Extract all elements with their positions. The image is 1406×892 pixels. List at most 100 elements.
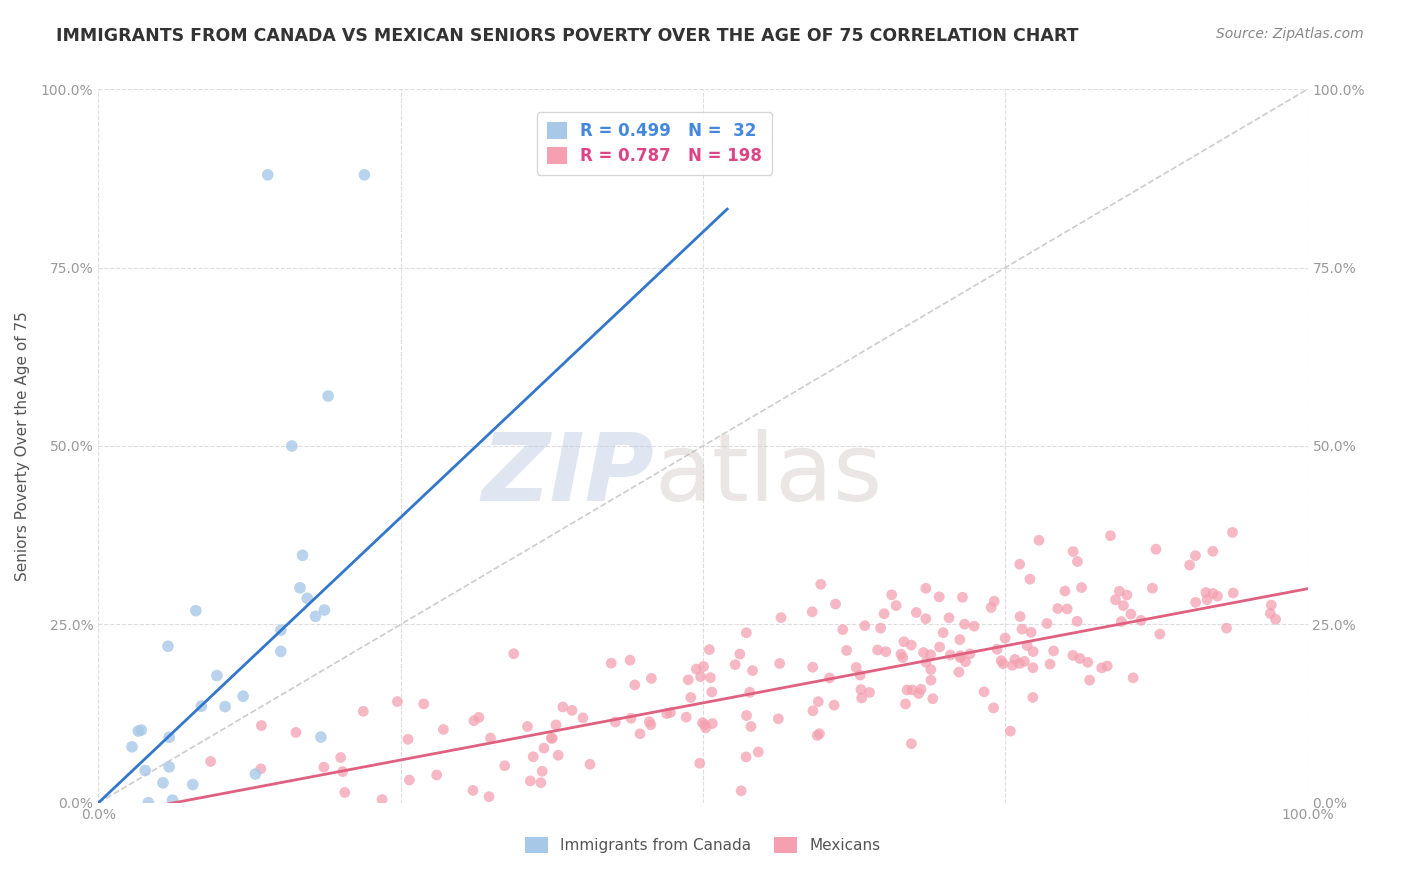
Point [807,695,830,709]
Point [845,660,868,674]
Point [831,623,853,637]
Point [1008,558,1031,572]
Point [1062,544,1084,558]
Point [693,717,716,731]
Point [735,750,758,764]
Point [531,764,554,779]
Point [702,716,724,731]
Point [1000,724,1022,739]
Point [516,719,538,733]
Point [232,690,254,704]
Point [849,682,872,697]
Point [638,714,661,729]
Point [162,793,184,807]
Point [768,712,790,726]
Point [640,718,662,732]
Point [1108,584,1130,599]
Point [901,682,924,697]
Point [810,577,832,591]
Point [679,690,702,705]
Point [1062,648,1084,663]
Point [769,610,792,624]
Point [953,617,976,632]
Point [724,657,747,672]
Point [623,678,645,692]
Point [551,700,574,714]
Point [329,750,352,764]
Point [312,760,335,774]
Point [851,690,873,705]
Point [900,638,922,652]
Point [250,762,273,776]
Point [884,599,907,613]
Point [1260,607,1282,621]
Text: Source: ZipAtlas.com: Source: ZipAtlas.com [1216,27,1364,41]
Point [1119,607,1142,621]
Point [1056,602,1078,616]
Point [1215,621,1237,635]
Text: ZIP: ZIP [482,428,655,521]
Point [200,755,222,769]
Point [692,659,714,673]
Point [980,600,1002,615]
Point [893,634,915,648]
Point [801,660,824,674]
Point [353,168,375,182]
Y-axis label: Seniors Poverty Over the Age of 75: Seniors Poverty Over the Age of 75 [15,311,30,581]
Point [463,714,485,728]
Point [1144,542,1167,557]
Point [920,663,942,677]
Point [494,758,516,772]
Point [910,682,932,697]
Point [1202,586,1225,600]
Point [655,706,678,721]
Point [1077,655,1099,669]
Point [297,591,319,606]
Point [986,642,1008,657]
Point [522,749,544,764]
Point [1039,657,1062,671]
Point [1046,601,1069,615]
Point [695,721,717,735]
Point [600,656,623,670]
Point [735,708,758,723]
Point [468,710,491,724]
Point [949,648,972,663]
Point [699,671,721,685]
Point [920,673,942,688]
Point [835,643,858,657]
Point [700,685,723,699]
Point [333,785,356,799]
Point [1091,661,1114,675]
Point [907,686,929,700]
Point [801,704,824,718]
Point [270,623,292,637]
Point [1019,572,1042,586]
Point [959,647,981,661]
Point [190,699,212,714]
Point [1112,599,1135,613]
Point [948,665,970,679]
Text: atlas: atlas [655,428,883,521]
Point [1197,592,1219,607]
Point [939,648,962,662]
Point [928,640,950,654]
Legend: Immigrants from Canada, Mexicans: Immigrants from Canada, Mexicans [519,831,887,859]
Point [1099,529,1122,543]
Point [928,590,950,604]
Point [157,731,180,745]
Point [991,657,1014,671]
Point [1097,659,1119,673]
Point [849,668,872,682]
Point [873,607,896,621]
Point [332,764,354,779]
Point [983,594,1005,608]
Point [352,704,374,718]
Point [107,805,129,819]
Point [281,439,304,453]
Point [284,725,307,739]
Point [1202,544,1225,558]
Point [994,631,1017,645]
Point [412,697,434,711]
Point [605,714,627,729]
